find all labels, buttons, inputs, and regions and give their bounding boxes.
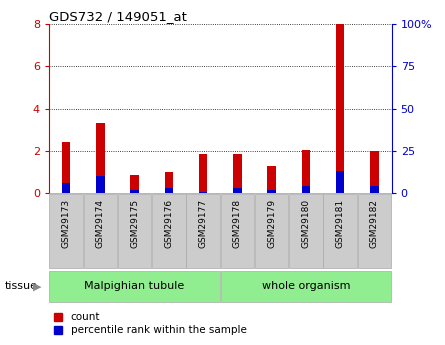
FancyBboxPatch shape: [221, 194, 254, 268]
Bar: [165, 172, 173, 193]
FancyBboxPatch shape: [221, 271, 391, 302]
Bar: [130, 190, 139, 193]
Text: GSM29182: GSM29182: [370, 199, 379, 248]
Bar: [165, 188, 173, 193]
Bar: [267, 166, 276, 193]
Bar: [302, 150, 310, 193]
Text: Malpighian tubule: Malpighian tubule: [85, 282, 185, 291]
FancyBboxPatch shape: [358, 194, 391, 268]
Text: GSM29177: GSM29177: [198, 199, 208, 248]
FancyBboxPatch shape: [49, 194, 83, 268]
Bar: [267, 190, 276, 193]
Bar: [233, 154, 242, 193]
Text: GSM29176: GSM29176: [164, 199, 174, 248]
FancyBboxPatch shape: [49, 271, 220, 302]
Bar: [336, 171, 344, 193]
Text: ▶: ▶: [33, 282, 42, 291]
Text: GSM29179: GSM29179: [267, 199, 276, 248]
Bar: [96, 124, 105, 193]
Bar: [62, 183, 70, 193]
Bar: [233, 188, 242, 193]
Bar: [302, 186, 310, 193]
Bar: [96, 176, 105, 193]
FancyBboxPatch shape: [152, 194, 186, 268]
Text: GSM29181: GSM29181: [336, 199, 345, 248]
Bar: [199, 154, 207, 193]
Bar: [370, 151, 379, 193]
Text: GSM29173: GSM29173: [61, 199, 71, 248]
FancyBboxPatch shape: [84, 194, 117, 268]
Text: GSM29175: GSM29175: [130, 199, 139, 248]
Text: GDS732 / 149051_at: GDS732 / 149051_at: [49, 10, 187, 23]
FancyBboxPatch shape: [186, 194, 220, 268]
FancyBboxPatch shape: [324, 194, 357, 268]
Text: GSM29180: GSM29180: [301, 199, 311, 248]
FancyBboxPatch shape: [255, 194, 288, 268]
Text: GSM29178: GSM29178: [233, 199, 242, 248]
Text: tissue: tissue: [4, 282, 37, 291]
FancyBboxPatch shape: [118, 194, 151, 268]
Text: whole organism: whole organism: [262, 282, 350, 291]
FancyBboxPatch shape: [289, 194, 323, 268]
Bar: [336, 24, 344, 193]
Bar: [199, 191, 207, 193]
Bar: [130, 175, 139, 193]
Bar: [62, 142, 70, 193]
Text: GSM29174: GSM29174: [96, 199, 105, 248]
Legend: count, percentile rank within the sample: count, percentile rank within the sample: [54, 312, 247, 335]
Bar: [370, 186, 379, 193]
